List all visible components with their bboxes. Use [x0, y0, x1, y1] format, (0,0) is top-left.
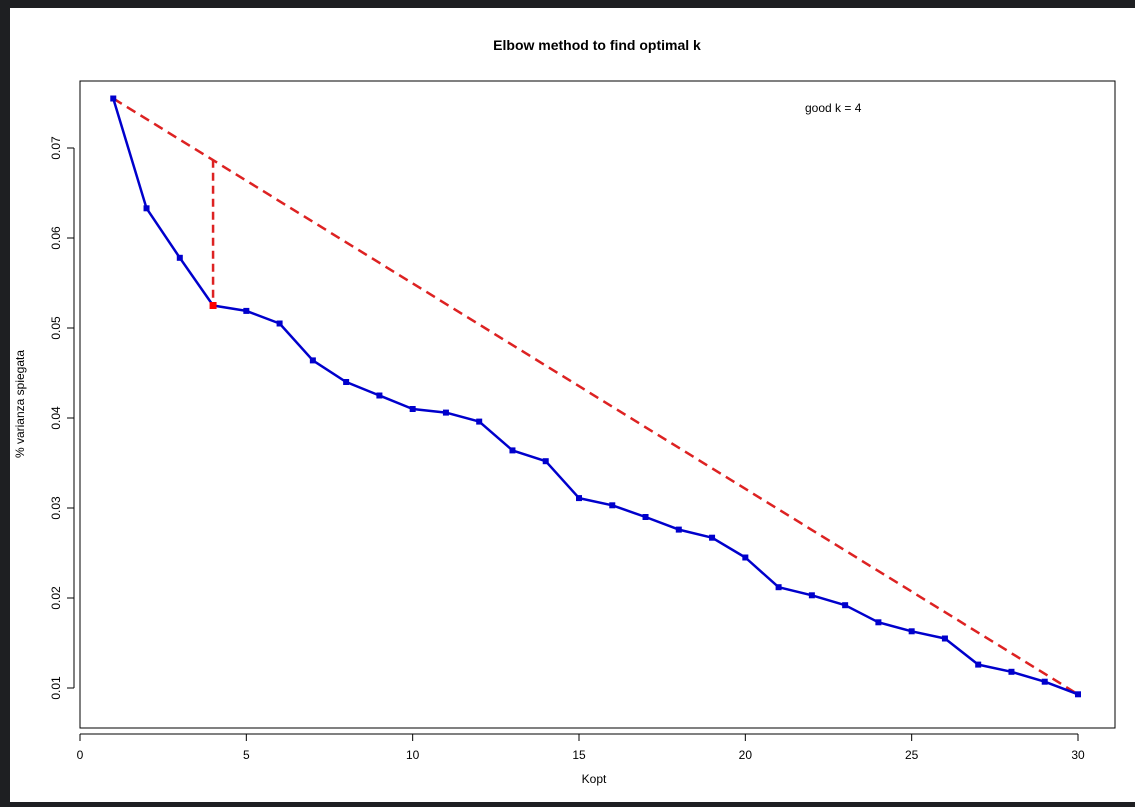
- series-point-k21: [775, 584, 782, 591]
- series-point-k2: [143, 205, 150, 212]
- series-point-k26: [941, 635, 948, 642]
- x-tick-label: 5: [243, 748, 250, 762]
- y-axis: 0.01 0.02 0.03 0.04 0.05 0.06 0.07: [49, 136, 75, 700]
- plot-frame: [79, 80, 1116, 729]
- series-point-k8: [343, 379, 350, 385]
- y-tick-label: 0.04: [49, 406, 63, 430]
- series-point-k9: [376, 392, 383, 399]
- series-point-k6: [276, 320, 283, 327]
- series-point-k3: [176, 254, 183, 261]
- series-point-k18: [675, 526, 682, 533]
- series-point-k7: [309, 357, 316, 364]
- series-point-k20: [742, 554, 749, 561]
- annotation-good-k: good k = 4: [805, 101, 862, 115]
- y-tick-label: 0.01: [49, 676, 63, 700]
- y-tick-label: 0.03: [49, 496, 63, 520]
- x-tick-label: 20: [739, 748, 753, 762]
- series-point-k22: [808, 592, 815, 599]
- series-point-k19: [709, 534, 716, 541]
- y-tick-label: 0.07: [49, 136, 63, 160]
- x-tick-label: 10: [406, 748, 420, 762]
- series-line: [112, 98, 1079, 696]
- series-point-k25: [908, 628, 915, 635]
- x-tick-label: 0: [77, 748, 84, 762]
- series-point-k1: [110, 95, 117, 102]
- reference-diagonal-line: [112, 97, 1079, 696]
- x-tick-label: 25: [905, 748, 919, 762]
- x-tick-label: 30: [1071, 748, 1085, 762]
- series-point-k5: [243, 307, 250, 314]
- y-tick-label: 0.05: [49, 316, 63, 340]
- series-point-k23: [842, 602, 849, 609]
- series-point-k24: [875, 619, 882, 626]
- reference-layer: [112, 97, 1079, 696]
- y-tick-label: 0.06: [49, 226, 63, 250]
- series-point-k17: [642, 514, 649, 520]
- x-axis: 0 5 10 15 20 25 30: [77, 733, 1085, 762]
- series-point-k10: [409, 406, 416, 412]
- chart-title: Elbow method to find optimal k: [493, 37, 701, 53]
- series-point-k28: [1008, 668, 1015, 675]
- series-point-k11: [442, 409, 449, 416]
- series-point-k29: [1041, 678, 1048, 685]
- elbow-point: [209, 302, 217, 309]
- series-point-k30: [1075, 691, 1081, 698]
- series-point-k14: [542, 458, 549, 465]
- series-point-k12: [476, 418, 483, 425]
- plot-panel: Elbow method to find optimal k 0 5 10 15 20 2…: [10, 8, 1135, 802]
- x-axis-label: Kopt: [582, 772, 607, 786]
- series-layer: [110, 95, 1081, 698]
- series-point-k15: [576, 495, 582, 502]
- y-tick-label: 0.02: [49, 586, 63, 610]
- x-tick-label: 15: [572, 748, 586, 762]
- y-axis-label: % varianza spiegata: [13, 350, 27, 458]
- series-point-k13: [509, 447, 516, 454]
- series-point-k27: [975, 661, 982, 668]
- elbow-chart: Elbow method to find optimal k 0 5 10 15 20 2…: [13, 37, 1116, 786]
- series-point-k16: [609, 502, 616, 509]
